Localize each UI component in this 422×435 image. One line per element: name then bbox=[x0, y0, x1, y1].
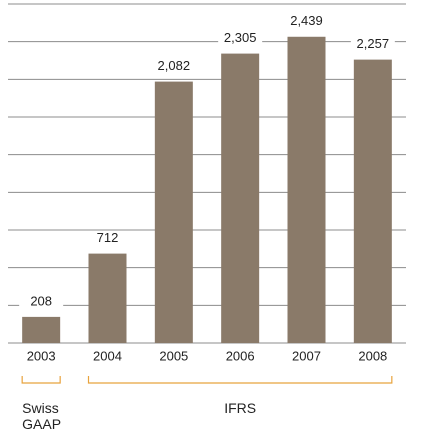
label-background bbox=[350, 36, 395, 53]
group-bracket bbox=[87, 376, 393, 384]
value-label: 208 bbox=[30, 293, 52, 308]
group-label: Swiss GAAP bbox=[22, 400, 62, 432]
value-label: 2,439 bbox=[290, 13, 323, 28]
value-label: 712 bbox=[97, 230, 119, 245]
x-tick-label: 2004 bbox=[93, 348, 122, 363]
bar bbox=[353, 59, 392, 343]
x-tick-label: 2006 bbox=[226, 348, 255, 363]
label-background bbox=[284, 13, 329, 30]
value-label: 2,082 bbox=[158, 58, 191, 73]
bar bbox=[88, 253, 127, 343]
x-tick-label: 2008 bbox=[358, 348, 387, 363]
label-background bbox=[19, 293, 64, 310]
x-tick-label: 2005 bbox=[159, 348, 188, 363]
label-background bbox=[151, 58, 196, 75]
bar bbox=[22, 316, 61, 343]
group-bracket bbox=[21, 376, 61, 384]
bar bbox=[287, 36, 326, 344]
value-label: 2,305 bbox=[224, 30, 257, 45]
bar bbox=[221, 53, 260, 343]
label-background bbox=[218, 30, 263, 47]
x-tick-label: 2007 bbox=[292, 348, 321, 363]
group-label: IFRS bbox=[224, 400, 257, 416]
bar bbox=[154, 81, 193, 344]
label-background bbox=[85, 230, 130, 247]
x-tick-label: 2003 bbox=[27, 348, 56, 363]
value-label: 2,257 bbox=[357, 36, 390, 51]
